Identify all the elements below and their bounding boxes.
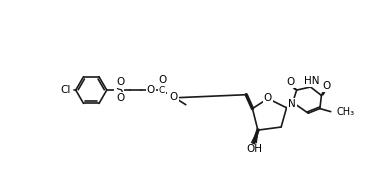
Text: O: O <box>264 93 272 103</box>
Text: Cl: Cl <box>60 85 70 95</box>
Text: O: O <box>117 93 125 103</box>
Text: O: O <box>322 81 330 91</box>
Text: N: N <box>288 99 296 109</box>
Text: CH₃: CH₃ <box>337 107 355 117</box>
Text: O: O <box>168 91 177 101</box>
Text: O: O <box>117 77 125 87</box>
Text: O: O <box>169 92 177 102</box>
Text: O: O <box>286 77 294 87</box>
Text: HN: HN <box>304 76 320 86</box>
Text: O: O <box>147 85 155 95</box>
Text: O: O <box>158 75 166 85</box>
Text: OH: OH <box>246 144 262 154</box>
Text: S: S <box>116 84 123 97</box>
Text: C: C <box>159 86 165 95</box>
